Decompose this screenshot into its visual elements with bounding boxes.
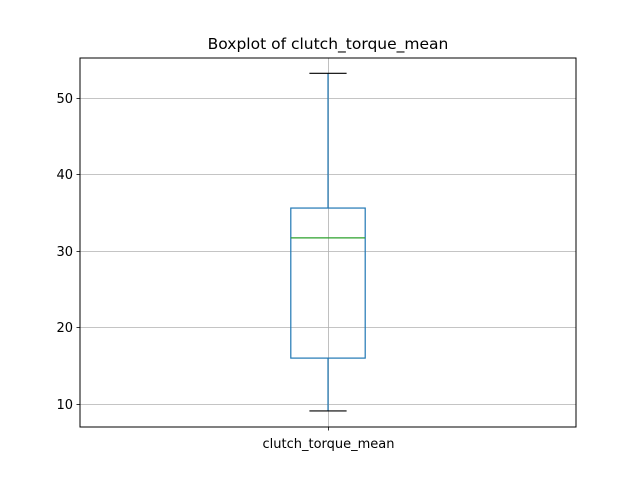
x-axis: clutch_torque_mean — [262, 427, 395, 452]
y-tick-label: 50 — [56, 92, 73, 107]
iqr-box — [290, 207, 366, 359]
chart-title: Boxplot of clutch_torque_mean — [208, 35, 449, 54]
plot-frame — [79, 57, 577, 428]
y-tick-label: 20 — [56, 321, 73, 336]
y-tick-label: 40 — [56, 168, 73, 183]
x-tick-label: clutch_torque_mean — [262, 437, 394, 452]
y-tick-label: 30 — [56, 245, 73, 260]
y-tick-label: 10 — [56, 398, 73, 413]
y-axis: 10 20 30 40 50 — [56, 92, 80, 413]
box-layer — [290, 72, 366, 412]
